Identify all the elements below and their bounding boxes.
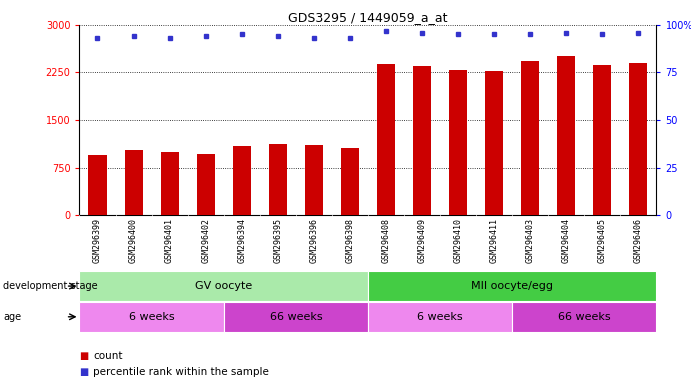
Bar	[413, 66, 431, 215]
Text: ■: ■	[79, 351, 88, 361]
Text: 66 weeks: 66 weeks	[558, 312, 611, 322]
Bar	[224, 302, 368, 332]
Text: GSM296395: GSM296395	[274, 218, 283, 263]
Text: count: count	[93, 351, 123, 361]
Bar	[377, 64, 395, 215]
Text: GSM296398: GSM296398	[346, 218, 354, 263]
Text: GSM296405: GSM296405	[598, 218, 607, 263]
Text: GV oocyte: GV oocyte	[195, 281, 252, 291]
Bar	[233, 146, 251, 215]
Text: 6 weeks: 6 weeks	[129, 312, 174, 322]
Text: GSM296396: GSM296396	[310, 218, 319, 263]
Bar	[305, 145, 323, 215]
Text: percentile rank within the sample: percentile rank within the sample	[93, 367, 269, 377]
Bar	[79, 271, 368, 301]
Bar	[594, 65, 612, 215]
Bar	[124, 150, 142, 215]
Text: GSM296408: GSM296408	[381, 218, 390, 263]
Bar	[449, 70, 467, 215]
Text: GSM296410: GSM296410	[453, 218, 462, 263]
Bar	[79, 302, 224, 332]
Bar	[485, 71, 503, 215]
Text: ■: ■	[79, 367, 88, 377]
Text: GSM296409: GSM296409	[417, 218, 426, 263]
Bar	[630, 63, 647, 215]
Bar	[160, 152, 179, 215]
Bar	[341, 148, 359, 215]
Text: GSM296404: GSM296404	[562, 218, 571, 263]
Bar	[368, 271, 656, 301]
Text: 66 weeks: 66 weeks	[269, 312, 322, 322]
Bar	[368, 302, 512, 332]
Text: GSM296394: GSM296394	[237, 218, 246, 263]
Title: GDS3295 / 1449059_a_at: GDS3295 / 1449059_a_at	[288, 11, 448, 24]
Text: GSM296411: GSM296411	[490, 218, 499, 263]
Text: GSM296402: GSM296402	[201, 218, 210, 263]
Bar	[197, 154, 215, 215]
Text: GSM296401: GSM296401	[165, 218, 174, 263]
Bar	[88, 154, 106, 215]
Text: GSM296403: GSM296403	[526, 218, 535, 263]
Text: development stage: development stage	[3, 281, 98, 291]
Text: GSM296399: GSM296399	[93, 218, 102, 263]
Bar	[557, 56, 576, 215]
Text: 6 weeks: 6 weeks	[417, 312, 463, 322]
Text: MII oocyte/egg: MII oocyte/egg	[471, 281, 553, 291]
Text: GSM296400: GSM296400	[129, 218, 138, 263]
Bar	[269, 144, 287, 215]
Text: GSM296406: GSM296406	[634, 218, 643, 263]
Text: age: age	[3, 312, 21, 322]
Bar	[521, 61, 539, 215]
Bar	[512, 302, 656, 332]
